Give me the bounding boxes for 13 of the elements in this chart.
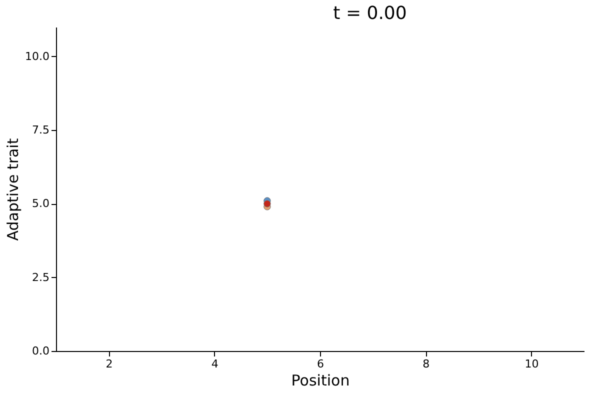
y-tick-label: 0.0 [32, 344, 50, 358]
x-tick-label: 10 [524, 358, 539, 370]
x-tick-label: 8 [422, 358, 430, 370]
x-tick-label: 6 [317, 358, 324, 370]
y-axis-title: Adaptive trait [4, 138, 22, 241]
chart-title: t = 0.00 [333, 3, 407, 24]
x-axis-title: Position [291, 372, 350, 390]
y-tick-label: 10.0 [25, 50, 50, 63]
x-tick-label: 4 [211, 358, 218, 370]
y-tick-label: 5.0 [32, 197, 50, 210]
y-tick-label: 2.5 [32, 270, 50, 284]
x-tick-label: 2 [106, 358, 113, 370]
y-tick-label: 7.5 [32, 124, 50, 137]
